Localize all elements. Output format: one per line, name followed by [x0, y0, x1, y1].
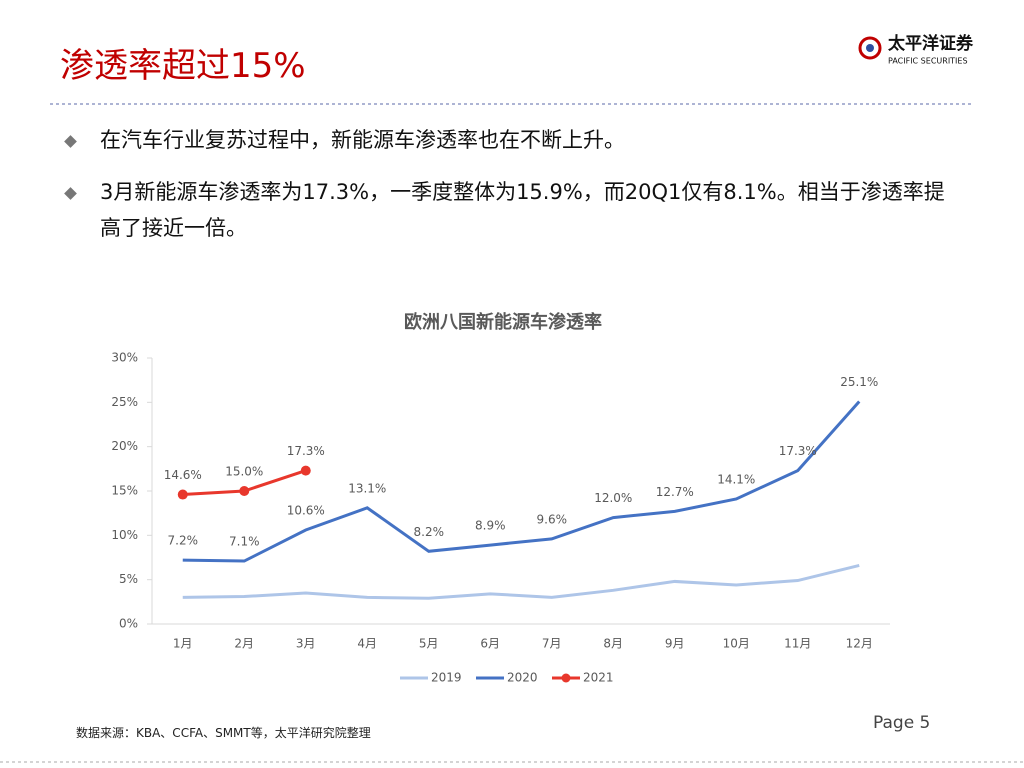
logo-cn: 太平洋证券	[888, 33, 974, 54]
logo-en: PACIFIC SECURITIES	[888, 57, 968, 66]
legend-marker	[561, 673, 571, 683]
point-marker	[239, 486, 250, 496]
x-tick-label: 11月	[784, 637, 811, 651]
legend-label: 2020	[507, 671, 538, 685]
x-tick-label: 12月	[846, 637, 873, 651]
data-label: 7.2%	[168, 534, 199, 548]
data-label: 7.1%	[229, 535, 260, 549]
data-label: 12.0%	[594, 491, 632, 505]
data-label: 9.6%	[537, 512, 568, 526]
chart-title: 欧洲八国新能源车渗透率	[404, 311, 602, 333]
slide-title: 渗透率超过15%	[60, 46, 306, 86]
source-note: 数据来源：KBA、CCFA、SMMT等，太平洋研究院整理	[76, 726, 371, 740]
logo-icon-core	[866, 44, 874, 52]
y-tick-label: 10%	[111, 528, 138, 542]
series-line	[182, 564, 860, 600]
x-tick-label: 4月	[357, 637, 377, 651]
data-label: 10.6%	[287, 504, 325, 518]
data-label: 14.1%	[717, 472, 755, 486]
x-tick-label: 8月	[603, 637, 623, 651]
bullet-text: 3月新能源车渗透率为17.3%，一季度整体为15.9%，而20Q1仅有8.1%。…	[100, 180, 945, 240]
data-label: 14.6%	[164, 468, 202, 482]
series-line	[182, 400, 861, 563]
data-label: 17.3%	[287, 444, 325, 458]
x-tick-label: 2月	[234, 637, 254, 651]
x-tick-label: 6月	[480, 637, 500, 651]
data-label: 8.2%	[414, 525, 445, 539]
x-tick-label: 10月	[723, 637, 750, 651]
y-tick-label: 0%	[119, 617, 138, 631]
x-tick-label: 1月	[173, 637, 193, 651]
y-tick-label: 15%	[111, 484, 138, 498]
y-tick-label: 30%	[111, 351, 138, 365]
point-marker	[300, 465, 311, 476]
point-marker	[177, 489, 188, 500]
x-tick-label: 3月	[296, 637, 316, 651]
data-label: 8.9%	[475, 519, 506, 533]
x-tick-label: 7月	[542, 637, 562, 651]
data-label: 13.1%	[348, 481, 386, 495]
legend-label: 2019	[431, 671, 462, 685]
y-tick-label: 25%	[111, 395, 138, 409]
logo-icon	[858, 36, 882, 60]
y-tick-label: 20%	[111, 439, 138, 453]
data-label: 12.7%	[656, 485, 694, 499]
data-label: 15.0%	[225, 465, 263, 479]
x-tick-label: 9月	[665, 637, 685, 651]
y-tick-label: 5%	[119, 572, 138, 586]
x-tick-label: 5月	[419, 637, 439, 651]
page-number: Page 5	[873, 713, 931, 733]
bullet-text: 在汽车行业复苏过程中，新能源车渗透率也在不断上升。	[100, 128, 625, 152]
legend-label: 2021	[583, 671, 614, 685]
data-label: 25.1%	[840, 375, 878, 389]
data-label: 17.3%	[779, 444, 817, 458]
